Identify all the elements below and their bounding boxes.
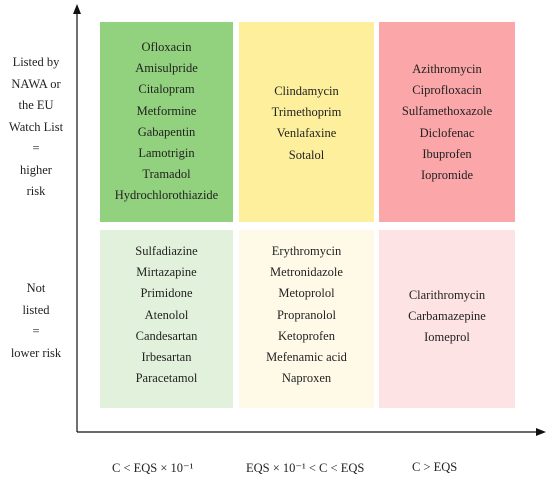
x-label-between-thresholds: EQS × 10⁻¹ < C < EQS (246, 461, 365, 475)
y-label-higher-risk: Listed by NAWA or the EU Watch List = hi… (8, 55, 64, 198)
substance-label: Sotalol (288, 147, 325, 162)
x-label-above-eqs: C > EQS (412, 460, 458, 474)
substance-label: Mirtazapine (136, 265, 197, 280)
substance-label: Clindamycin (274, 84, 339, 98)
cell-higher-risk-between-thresholds: Clindamycin Trimethoprim Venlafaxine Sot… (239, 22, 374, 222)
x-label-below-threshold: C < EQS × 10⁻¹ (112, 461, 194, 475)
substance-label: Primidone (140, 286, 193, 301)
substance-label: Propranolol (276, 307, 337, 322)
substance-label: Erythromycin (271, 244, 342, 258)
substance-label: Clarithromycin (408, 288, 486, 302)
cell-lower-risk-between-thresholds: Erythromycin Metronidazole Metoprolol Pr… (239, 230, 374, 408)
substance-label: Diclofenac (419, 125, 475, 140)
substance-label: Metronidazole (270, 265, 343, 280)
substance-label: Mefenamic acid (266, 350, 347, 365)
substance-label: Iopromide (420, 168, 474, 183)
substance-label: Carbamazepine (408, 309, 486, 324)
substance-label: Atenolol (144, 307, 189, 322)
substance-label: Amisulpride (135, 61, 198, 76)
substance-label: Gabapentin (137, 124, 196, 139)
substance-label: Venlafaxine (276, 126, 337, 141)
substance-label: Ibuprofen (422, 146, 472, 161)
cell-higher-risk-below-threshold: Ofloxacin Amisulpride Citalopram Metform… (100, 22, 233, 222)
cell-lower-risk-above-eqs: Clarithromycin Carbamazepine Iomeprol (379, 230, 515, 408)
substance-label: Sulfamethoxazole (401, 104, 493, 119)
substance-label: Naproxen (281, 371, 332, 386)
substance-label: Hydrochlorothiazide (114, 188, 219, 203)
substance-label: Candesartan (135, 328, 198, 343)
substance-label: Tramadol (142, 167, 191, 182)
substance-label: Sulfadiazine (135, 244, 198, 258)
substance-label: Azithromycin (412, 62, 482, 76)
substance-label: Metoprolol (278, 286, 335, 301)
substance-label: Iomeprol (424, 330, 470, 345)
substance-label: Citalopram (138, 82, 195, 97)
substance-label: Trimethoprim (271, 105, 342, 120)
substance-label: Metformine (136, 103, 197, 118)
substance-label: Ketoprofen (278, 328, 335, 343)
x-axis-arrowhead (536, 428, 546, 436)
y-axis-arrowhead (73, 4, 81, 14)
substance-label: Irbesartan (141, 350, 192, 365)
substance-label: Ciprofloxacin (412, 83, 482, 98)
substance-label: Lamotrigin (138, 146, 195, 161)
y-label-lower-risk: Not listed = lower risk (10, 281, 62, 360)
cell-lower-risk-below-threshold: Sulfadiazine Mirtazapine Primidone Ateno… (100, 230, 233, 408)
cell-higher-risk-above-eqs: Azithromycin Ciprofloxacin Sulfamethoxaz… (379, 22, 515, 222)
substance-label: Ofloxacin (141, 40, 192, 54)
substance-label: Paracetamol (135, 371, 198, 386)
